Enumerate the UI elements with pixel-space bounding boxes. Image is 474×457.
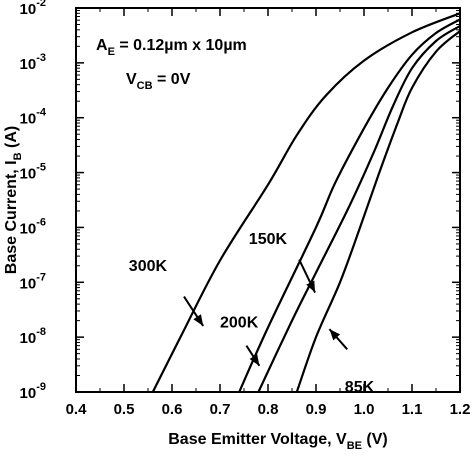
x-tick-label: 1.1 <box>402 401 423 418</box>
series-label-150K: 150K <box>249 231 288 248</box>
y-tick-label: 10-3 <box>20 52 46 73</box>
arrowhead-85K <box>329 329 341 341</box>
y-tick-label: 10-9 <box>20 381 46 402</box>
x-tick-label: 0.7 <box>210 401 231 418</box>
y-tick-label: 10-7 <box>20 271 46 292</box>
y-tick-label: 10-8 <box>20 326 46 347</box>
series-300K-line <box>151 12 461 393</box>
bias-annotation: VCB = 0V <box>126 71 191 92</box>
x-tick-label: 0.6 <box>162 401 183 418</box>
y-tick-label: 10-2 <box>20 0 46 18</box>
series-label-200K: 200K <box>220 314 259 331</box>
y-tick-label: 10-6 <box>20 216 46 237</box>
y-axis-label: Base Current, IB (A) <box>3 126 24 274</box>
x-tick-label: 0.5 <box>114 401 135 418</box>
y-tick-label: 10-4 <box>20 107 47 128</box>
arrowhead-300K <box>193 314 204 326</box>
series-200K-line <box>238 18 461 393</box>
x-tick-label: 1.0 <box>354 401 375 418</box>
arrowhead-200K <box>249 354 260 366</box>
series-label-85K: 85K <box>345 379 375 396</box>
curves <box>151 12 461 393</box>
annotations: 300K 200K 150K 85K <box>129 231 375 396</box>
device-annotation: AE = 0.12µm x 10µm <box>96 37 247 58</box>
x-tick-label: 0.4 <box>66 401 88 418</box>
x-tick-label: 1.2 <box>450 401 471 418</box>
x-tick-label: 0.9 <box>306 401 327 418</box>
series-label-300K: 300K <box>129 258 168 275</box>
arrowhead-150K <box>306 280 316 293</box>
series-85K-line <box>295 30 461 393</box>
x-axis-label: Base Emitter Voltage, VBE (V) <box>168 431 388 452</box>
y-tick-label: 10-5 <box>20 162 46 183</box>
axes: 0.4 0.5 0.6 0.7 0.8 0.9 1.0 1.1 1.2 10-9 10-8 10-7 1… <box>20 0 471 418</box>
series-150K-line <box>257 25 461 393</box>
x-tick-label: 0.8 <box>258 401 279 418</box>
